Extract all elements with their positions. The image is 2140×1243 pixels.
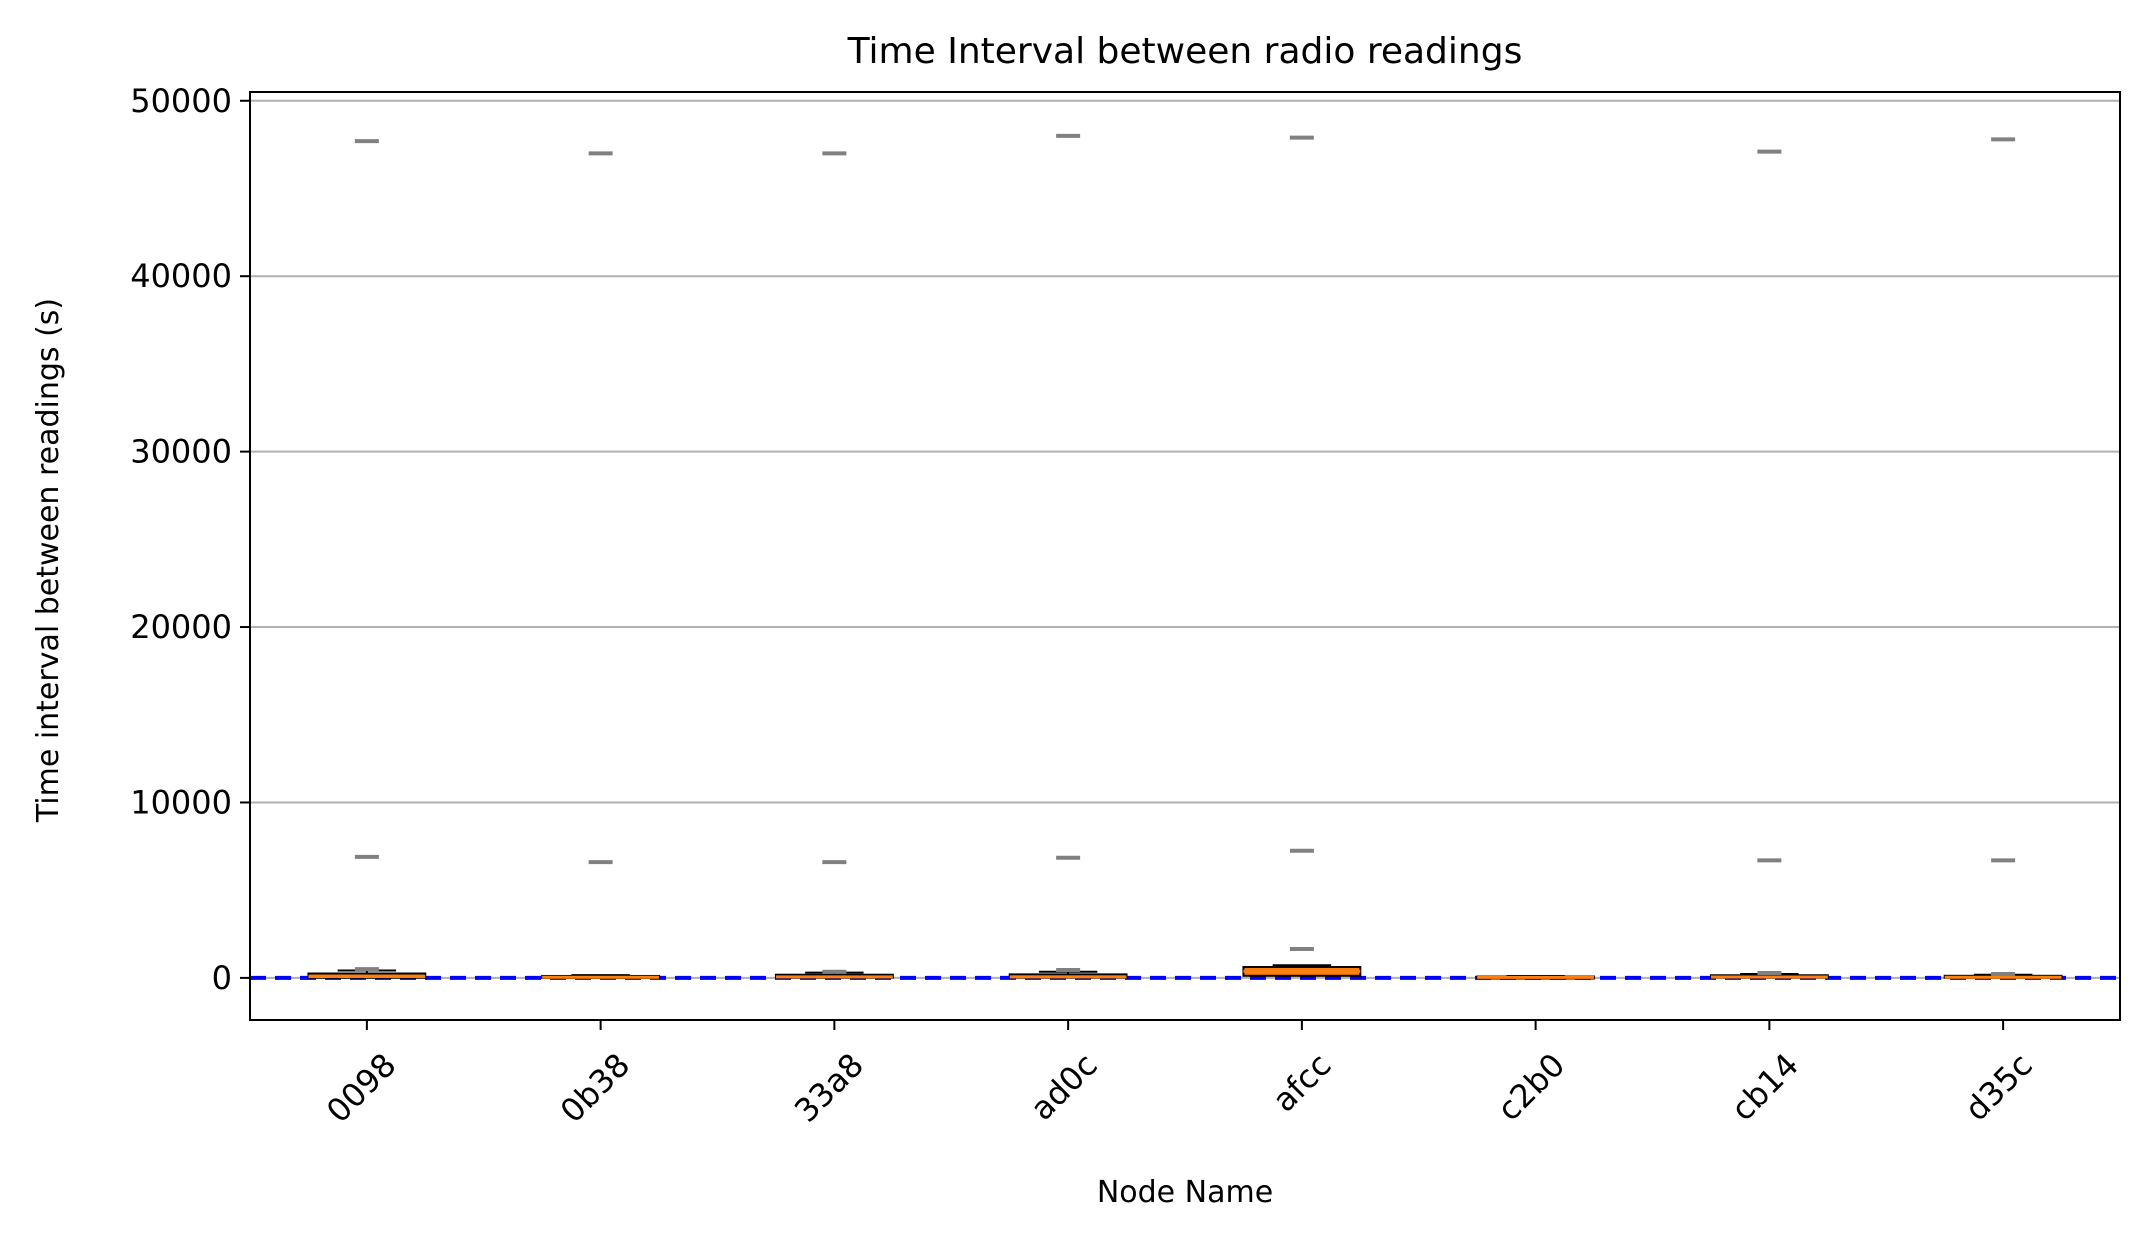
- y-axis-ticks: 0 10000 20000 30000 40000 50000: [130, 82, 250, 997]
- x-axis-ticks: 0098 0b38 33a8 ad0c afcc c2b0 cb14 d35c: [319, 1020, 2040, 1130]
- x-tick-label: cb14: [1724, 1046, 1806, 1128]
- gridlines: [250, 99, 2120, 979]
- y-axis-label: Time interval between readings (s): [31, 298, 66, 823]
- box-group-0098: [307, 139, 427, 979]
- plot-frame: [249, 91, 2121, 1021]
- x-tick-label: d35c: [1957, 1046, 2039, 1128]
- box-group-cb14: [1709, 149, 1829, 979]
- y-tick-label: 20000: [130, 608, 232, 646]
- box-group-33a8: [774, 151, 894, 979]
- box-group-afcc: [1242, 135, 1362, 978]
- y-tick-label: 10000: [130, 783, 232, 821]
- x-tick-label: ad0c: [1023, 1046, 1105, 1128]
- y-tick-label: 40000: [130, 257, 232, 295]
- x-tick-label: 0b38: [553, 1046, 637, 1130]
- x-axis-label: Node Name: [1097, 1175, 1273, 1210]
- x-tick-label: c2b0: [1490, 1046, 1572, 1128]
- x-tick-label: afcc: [1265, 1046, 1339, 1120]
- box-group-c2b0: [1476, 974, 1596, 980]
- boxes-layer: [307, 133, 2063, 980]
- y-tick-label: 30000: [130, 433, 232, 471]
- box-group-ad0c: [1008, 133, 1128, 979]
- y-tick-label: 0: [212, 959, 232, 997]
- x-tick-label: 33a8: [787, 1046, 871, 1130]
- chart-title: Time Interval between radio readings: [847, 31, 1523, 72]
- x-tick-label: 0098: [319, 1046, 403, 1130]
- box-group-0b38: [541, 151, 661, 979]
- box-group-d35c: [1943, 137, 2063, 979]
- y-tick-label: 50000: [130, 82, 232, 120]
